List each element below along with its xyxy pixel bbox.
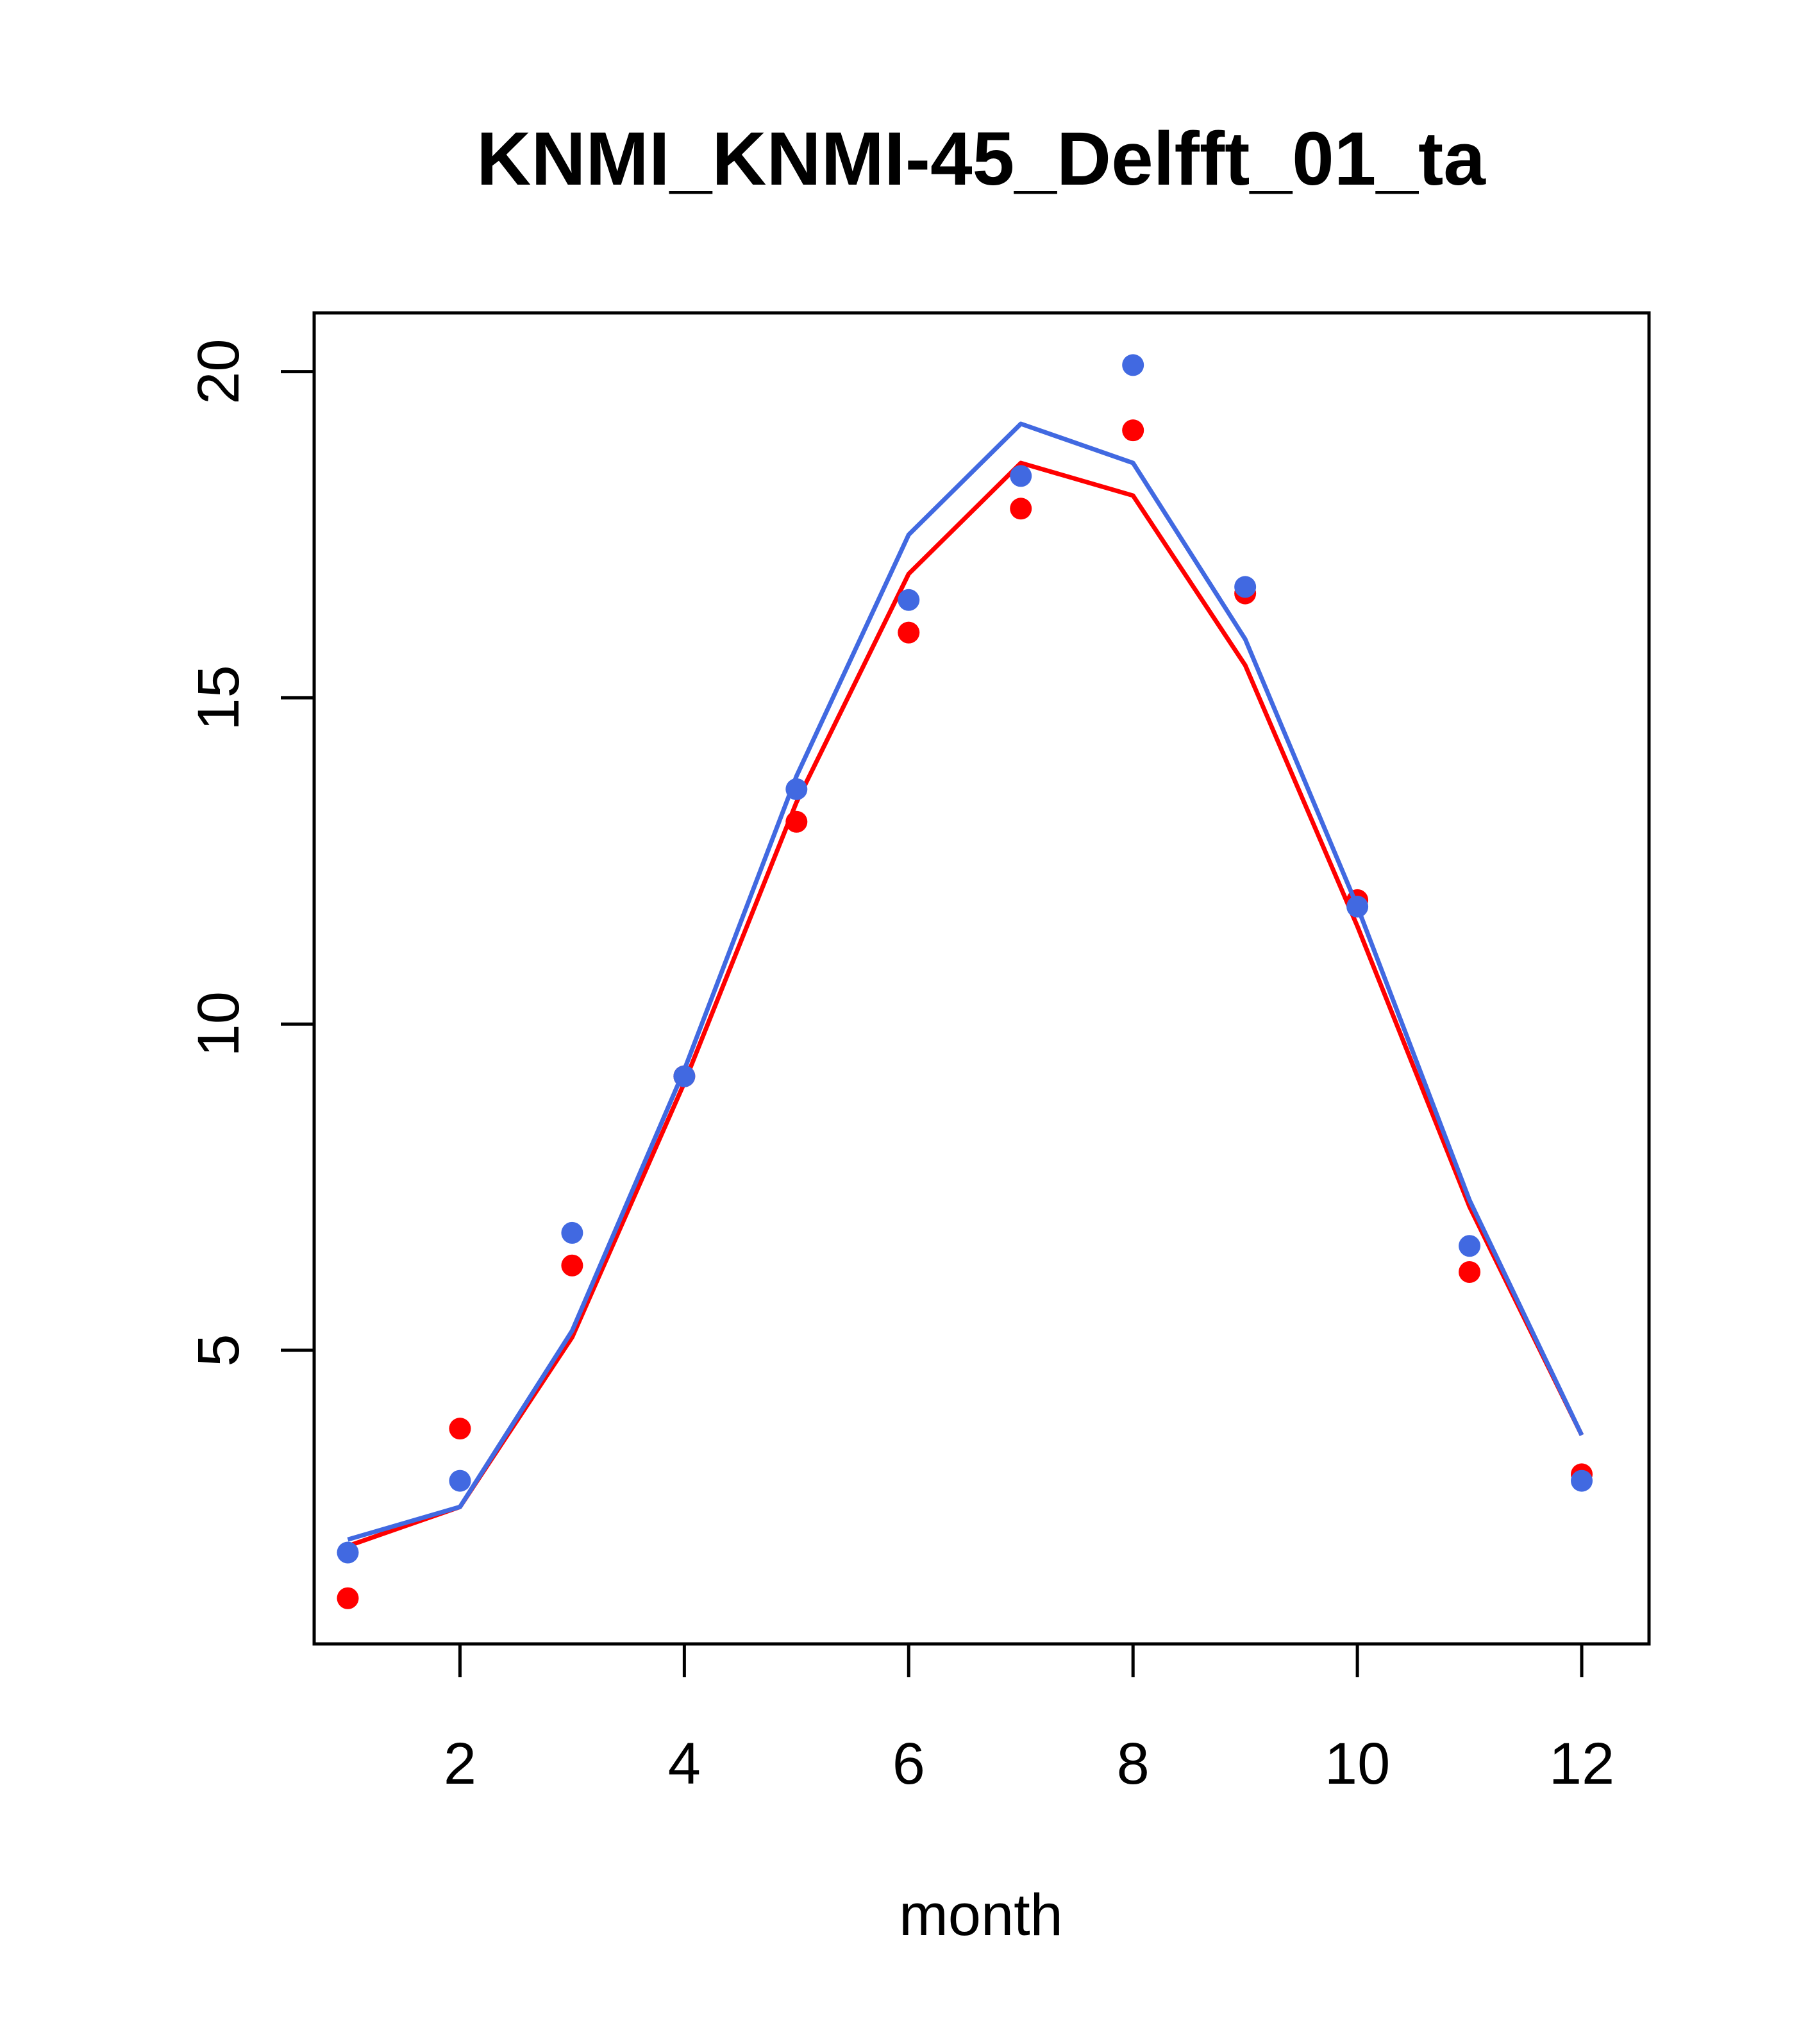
y-tick-label: 10	[186, 991, 251, 1057]
series-1-point	[561, 1254, 583, 1277]
series-1-point	[449, 1418, 471, 1440]
series-1-point	[1122, 419, 1144, 442]
x-tick-label: 10	[1325, 1731, 1390, 1797]
series-1-point	[337, 1587, 359, 1609]
series-layer	[337, 354, 1593, 1609]
series-2-point	[898, 589, 920, 611]
series-2-point	[449, 1470, 471, 1492]
x-tick-label: 2	[444, 1731, 476, 1797]
series-1	[337, 419, 1593, 1609]
x-tick-label: 8	[1117, 1731, 1150, 1797]
series-1-point	[898, 621, 920, 644]
series-2-point	[785, 778, 808, 800]
series-2-point	[1234, 576, 1257, 598]
x-tick-label: 12	[1549, 1731, 1614, 1797]
series-1-point	[1010, 498, 1032, 520]
series-1-point	[1459, 1261, 1481, 1283]
series-2-point	[1122, 354, 1144, 376]
x-tick-label: 6	[892, 1731, 925, 1797]
series-2-point	[337, 1541, 359, 1564]
series-2-point	[1459, 1235, 1481, 1257]
series-2-point	[1571, 1470, 1593, 1492]
chart-title: KNMI_KNMI-45_Delfft_01_ta	[476, 117, 1486, 201]
series-2-point	[1010, 465, 1032, 487]
series-1-point	[785, 810, 808, 833]
series-2-line	[347, 421, 1584, 1542]
x-axis: 2 4 6 8 10 12	[444, 1644, 1614, 1797]
x-tick-label: 4	[668, 1731, 701, 1797]
series-2-point	[673, 1065, 696, 1087]
y-tick-label: 5	[186, 1334, 251, 1366]
y-tick-label: 20	[186, 339, 251, 404]
series-2	[337, 354, 1593, 1564]
series-2-point	[1346, 896, 1369, 918]
plot-frame	[312, 311, 1651, 1646]
y-axis: 5 10 15 20	[186, 339, 314, 1367]
x-axis-label: month	[899, 1882, 1063, 1948]
y-tick-label: 15	[186, 665, 251, 730]
series-1-line	[347, 460, 1584, 1548]
series-2-point	[561, 1221, 583, 1244]
